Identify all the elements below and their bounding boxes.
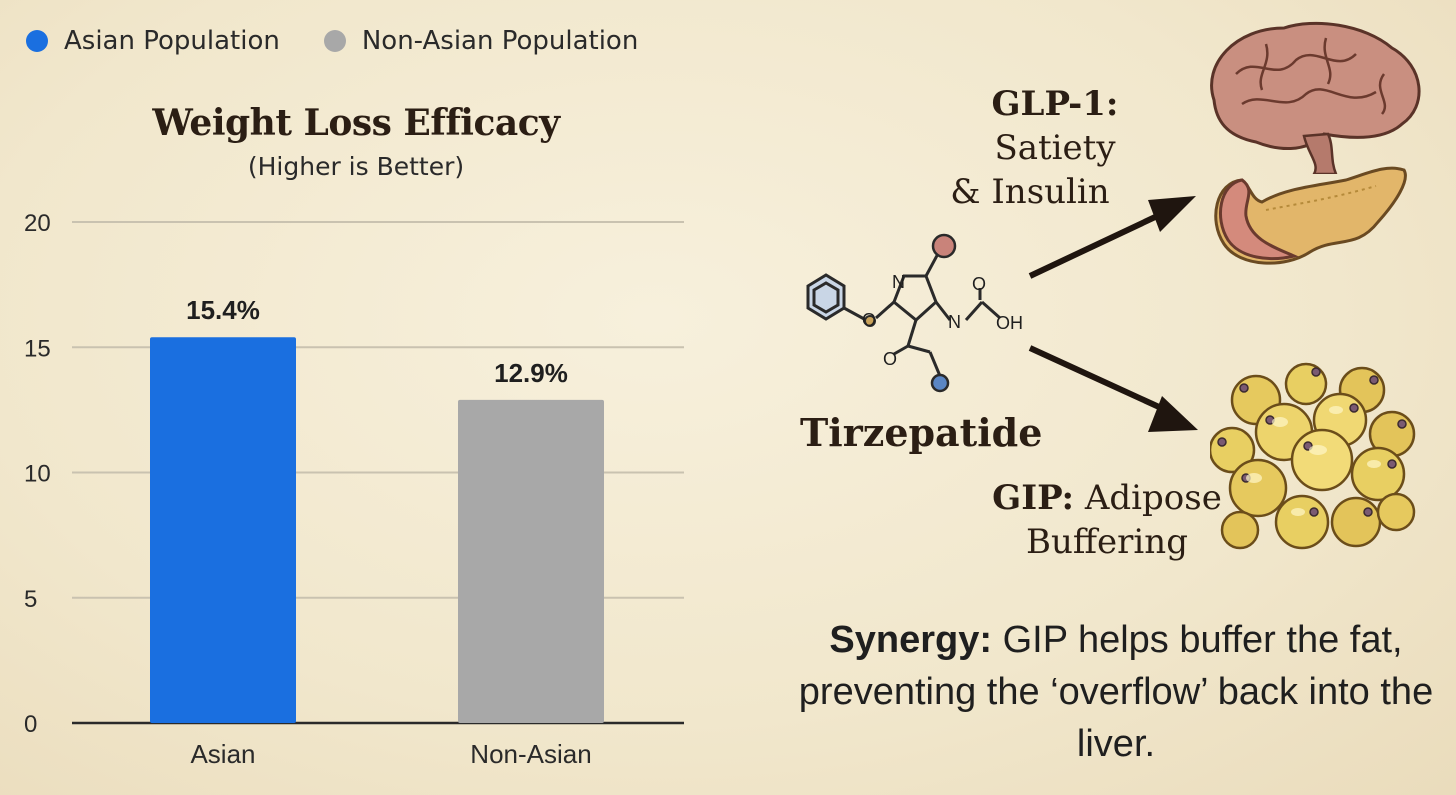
fat-cells-icon bbox=[1210, 362, 1416, 550]
molecule-icon: N O N O OH O bbox=[806, 233, 1023, 393]
atom-label-n2: N bbox=[948, 312, 961, 332]
atom-label-o3: O bbox=[883, 349, 897, 369]
glp1-name: GLP-1: bbox=[991, 84, 1119, 124]
arrows bbox=[1028, 196, 1198, 432]
gip-label: GIP: Adipose Buffering bbox=[992, 476, 1222, 564]
bar-asian bbox=[150, 337, 296, 723]
gip-line2: Buffering bbox=[1026, 522, 1188, 562]
atom-label-n1: N bbox=[892, 272, 905, 292]
legend-swatch-non-asian bbox=[323, 30, 346, 52]
x-tick-label-asian: Asian bbox=[190, 739, 255, 769]
arrowhead-gip bbox=[1148, 396, 1198, 432]
gip-name: GIP: bbox=[992, 478, 1075, 518]
synergy-text: GIP helps buffer the fat, preventing the… bbox=[798, 619, 1434, 765]
data-label-asian: 15.4% bbox=[186, 295, 260, 325]
bar-chart: 0 5 10 15 20 15.4% Asian 12.9% Non-Asian bbox=[24, 210, 684, 769]
pancreas-icon bbox=[1214, 166, 1407, 265]
chart-subtitle: (Higher is Better) bbox=[247, 152, 465, 181]
glp1-line2: & Insulin bbox=[950, 172, 1110, 212]
legend-item-non-asian: Non-Asian Population bbox=[323, 26, 639, 56]
glp1-line1: Satiety bbox=[994, 128, 1116, 168]
chart-title: Weight Loss Efficacy bbox=[152, 102, 560, 144]
brain-icon bbox=[1210, 21, 1421, 174]
atom-label-oh: OH bbox=[996, 313, 1023, 333]
bar-non-asian bbox=[458, 399, 604, 723]
legend-label-asian: Asian Population bbox=[64, 26, 280, 56]
x-tick-label-non-asian: Non-Asian bbox=[470, 739, 591, 769]
gip-line1: Adipose bbox=[1084, 478, 1222, 518]
glp1-label: GLP-1: Satiety & Insulin bbox=[930, 82, 1180, 214]
arrow-to-gip bbox=[1028, 345, 1172, 415]
arrowhead-glp1 bbox=[1148, 196, 1196, 232]
synergy-label: Synergy: bbox=[829, 619, 993, 661]
y-tick-label-3: 15 bbox=[24, 335, 51, 362]
chart-legend: Asian Population Non-Asian Population bbox=[26, 26, 682, 56]
legend-swatch-asian bbox=[26, 30, 48, 52]
atom-label-o1: O bbox=[862, 310, 876, 330]
y-tick-label-4: 20 bbox=[24, 210, 51, 237]
drug-name: Tirzepatide bbox=[800, 410, 1043, 455]
data-label-non-asian: 12.9% bbox=[494, 358, 568, 388]
legend-item-asian: Asian Population bbox=[26, 26, 280, 56]
y-tick-label-2: 10 bbox=[24, 461, 51, 488]
arrow-to-glp1 bbox=[1028, 207, 1172, 279]
atom-label-o2: O bbox=[972, 274, 986, 294]
y-tick-label-0: 0 bbox=[24, 711, 37, 738]
legend-label-non-asian: Non-Asian Population bbox=[361, 26, 639, 56]
y-tick-label-1: 5 bbox=[24, 586, 37, 613]
synergy-note: Synergy: GIP helps buffer the fat, preve… bbox=[796, 614, 1436, 770]
